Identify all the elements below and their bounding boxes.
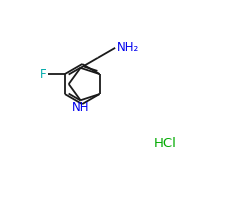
Text: NH: NH: [72, 101, 89, 114]
Text: F: F: [40, 68, 46, 81]
Text: NH₂: NH₂: [117, 41, 139, 54]
Text: HCl: HCl: [154, 137, 177, 150]
